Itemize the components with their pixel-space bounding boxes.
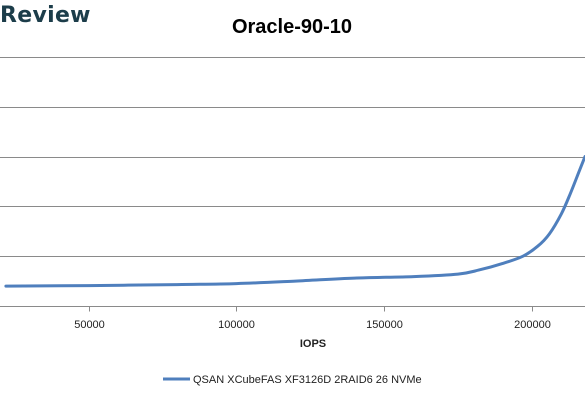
chart-legend: QSAN XCubeFAS XF3126D 2RAID6 26 NVMe [163, 374, 422, 386]
brand-logo: Review [0, 3, 91, 28]
gridlines [0, 57, 585, 257]
legend-label: QSAN XCubeFAS XF3126D 2RAID6 26 NVMe [193, 374, 422, 386]
x-axis-title: IOPS [300, 338, 326, 350]
x-tick-label: 50000 [74, 319, 105, 331]
x-tick-label: 150000 [366, 319, 403, 331]
x-axis [0, 306, 585, 312]
series-layer [4, 155, 585, 288]
x-tick-label: 200000 [514, 319, 551, 331]
x-tick-label: 100000 [218, 319, 255, 331]
series-line [4, 155, 585, 288]
chart-title: Oracle-90-10 [232, 16, 352, 38]
x-tick-labels: 50000 100000 150000 200000 [74, 319, 551, 331]
